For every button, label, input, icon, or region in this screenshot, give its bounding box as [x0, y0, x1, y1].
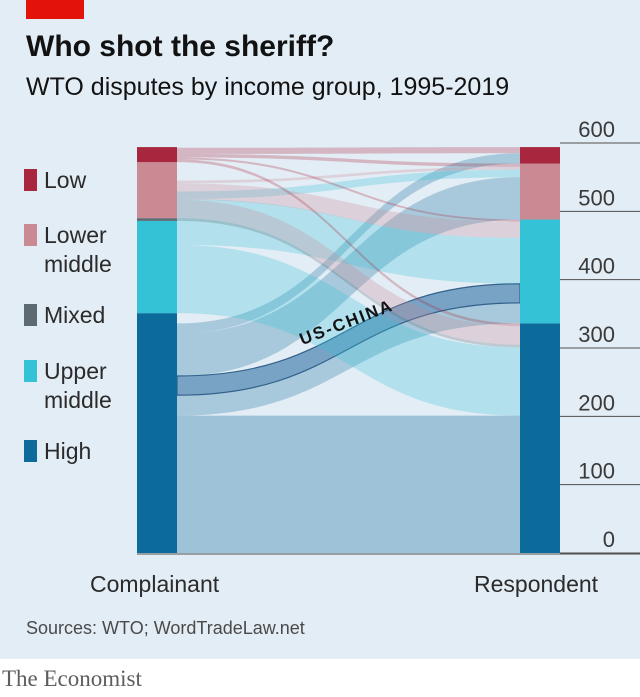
legend-label-low: Low — [44, 167, 87, 193]
flow-low-to-lower-middle — [177, 153, 520, 167]
axis-label-respondent: Respondent — [474, 571, 599, 597]
tick-label-200: 200 — [578, 390, 615, 415]
respondent-bar-low — [520, 147, 560, 164]
legend-label-upper-middle: Upper middle — [44, 358, 112, 413]
flow-high-to-high — [177, 415, 520, 553]
flow-lower-middle-to-high — [177, 199, 520, 345]
respondent-bar-upper-middle — [520, 219, 560, 324]
flow-lower-middle-to-lower-middle — [177, 166, 520, 184]
complainant-bar-mixed — [137, 218, 177, 221]
chart-title: Who shot the sheriff? — [26, 30, 335, 63]
tick-label-600: 600 — [578, 117, 615, 142]
respondent-bar-high — [520, 323, 560, 553]
flow-lower-middle-to-upper-middle — [177, 183, 520, 238]
legend-swatch-lower-middle — [24, 224, 37, 246]
flow-upper-middle-to-lower-middle — [177, 169, 520, 200]
legend-swatch-high — [24, 440, 37, 462]
flow-mixed-to-high — [177, 218, 520, 348]
respondent-bar-lower-middle — [520, 163, 560, 220]
flow-low-to-upper-middle — [177, 157, 520, 222]
flow-bands — [176, 147, 521, 553]
legend-swatch-low — [24, 169, 37, 191]
flow-high-to-lower-middle — [177, 177, 520, 377]
flow-high-to-low — [177, 153, 520, 334]
gridlines — [137, 142, 640, 555]
tick-label-0: 0 — [603, 527, 615, 552]
legend-label-high: High — [44, 438, 92, 464]
tick-label-100: 100 — [578, 459, 615, 484]
brand-tag — [26, 0, 84, 19]
tick-label-400: 400 — [578, 254, 615, 279]
legend-swatch-upper-middle — [24, 360, 37, 382]
flow-low-to-low — [177, 147, 520, 154]
source-note: Sources: WTO; WordTradeLaw.net — [26, 618, 305, 638]
complainant-bar-upper-middle — [137, 220, 177, 314]
tick-label-500: 500 — [578, 185, 615, 210]
chart-subtitle: WTO disputes by income group, 1995-2019 — [26, 73, 510, 101]
complainant-bar-low — [137, 147, 177, 163]
node-bars — [137, 147, 560, 553]
complainant-bar-high — [137, 313, 177, 553]
axis-label-complainant: Complainant — [90, 571, 220, 597]
legend-label-mixed: Mixed — [44, 302, 106, 328]
flow-low-to-high — [177, 159, 520, 327]
publisher-logo: The Economist — [2, 666, 142, 691]
flow-upper-middle-to-upper-middle — [177, 199, 520, 284]
tick-label-300: 300 — [578, 322, 615, 347]
legend-swatch-mixed — [24, 304, 37, 326]
legend-label-lower-middle: Lower middle — [44, 222, 112, 277]
complainant-bar-lower-middle — [137, 162, 177, 219]
flow-high-to-upper-middle — [177, 302, 520, 416]
flow-upper-middle-to-high — [177, 244, 520, 416]
